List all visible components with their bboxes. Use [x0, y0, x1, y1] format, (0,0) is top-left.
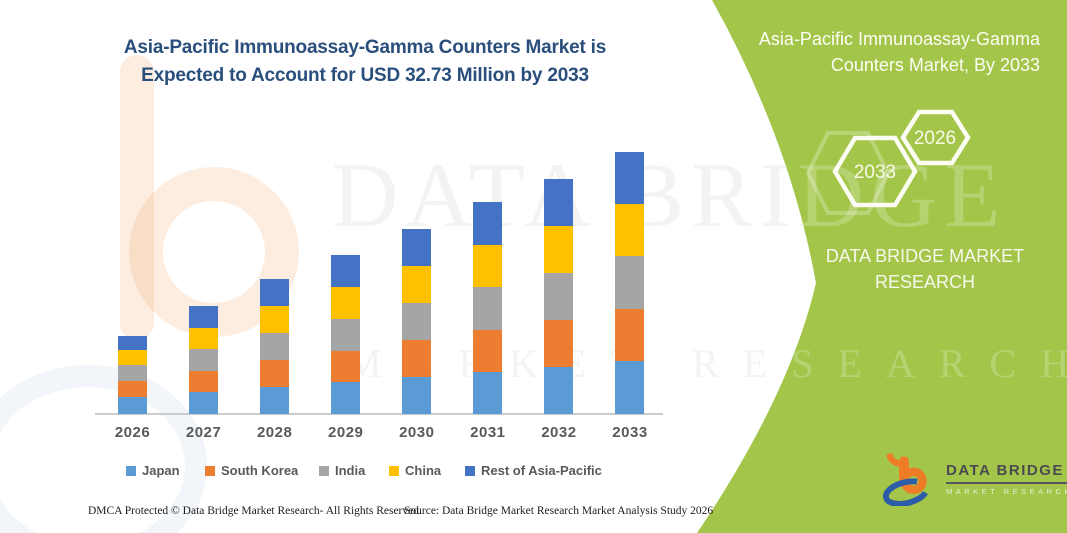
bar-segment-japan [473, 372, 503, 414]
legend-item-south-korea: South Korea [205, 463, 298, 478]
bar-segment-south-korea [473, 330, 503, 372]
logo-subtitle: MARKET RESEARCH [946, 487, 1067, 496]
x-axis-label-2033: 2033 [612, 424, 648, 441]
bar-segment-india [615, 256, 645, 309]
bar-segment-rest-of-asia-pacific [118, 336, 147, 350]
bar-segment-japan [544, 367, 574, 414]
x-axis-label-2032: 2032 [541, 424, 577, 441]
watermark-d-swoosh [0, 365, 207, 533]
hexagon-2033-badge [832, 135, 918, 208]
x-axis-label-2028: 2028 [256, 424, 293, 441]
legend-swatch-icon [389, 465, 399, 476]
bar-2027 [189, 306, 219, 414]
legend-swatch-icon [465, 465, 475, 476]
bar-segment-south-korea [331, 351, 361, 382]
green-panel-shape [697, 0, 1067, 533]
hexagon-watermark [805, 131, 891, 215]
x-axis-label-2031: 2031 [470, 424, 506, 441]
legend-label: China [405, 463, 442, 478]
bar-2028 [260, 279, 290, 414]
side-panel-title: Asia-Pacific Immunoassay-Gamma Counters … [758, 29, 1040, 75]
bar-segment-china [473, 245, 503, 287]
brand-name: DATA BRIDGE MARKET RESEARCH [825, 246, 1025, 292]
bar-segment-south-korea [544, 320, 574, 367]
hexagon-2033-label: 2033 [854, 162, 896, 183]
bar-segment-japan [118, 397, 147, 414]
bar-segment-japan [331, 382, 361, 414]
x-axis-label-2029: 2029 [328, 424, 364, 441]
bar-segment-south-korea [118, 381, 147, 397]
data-bridge-logo: DATA BRIDGE MARKET RESEARCH [880, 452, 1067, 506]
bar-segment-south-korea [189, 371, 219, 392]
bar-segment-japan [402, 377, 432, 414]
bar-segment-rest-of-asia-pacific [615, 152, 645, 204]
legend-item-china: China [389, 463, 441, 478]
data-bridge-logo-icon [882, 453, 930, 506]
bar-segment-rest-of-asia-pacific [402, 229, 432, 266]
bar-segment-india [118, 365, 147, 381]
bar-segment-south-korea [402, 340, 432, 377]
legend-item-india: India [319, 463, 365, 478]
bar-2032 [544, 179, 574, 414]
legend-swatch-icon [126, 465, 136, 476]
bar-segment-china [402, 266, 432, 303]
bar-segment-india [544, 273, 574, 320]
dmca-notice: DMCA Protected © Data Bridge Market Rese… [88, 505, 422, 517]
x-axis-label-2027: 2027 [185, 424, 222, 441]
bar-segment-china [331, 287, 361, 319]
bar-segment-rest-of-asia-pacific [331, 255, 361, 287]
bar-segment-japan [260, 387, 290, 414]
legend-swatch-icon [205, 465, 215, 476]
x-axis-label-2026: 2026 [114, 424, 151, 441]
bar-segment-china [260, 306, 290, 333]
legend-label: India [335, 463, 366, 478]
bar-segment-south-korea [615, 309, 645, 361]
bar-segment-india [189, 349, 219, 371]
bar-2029 [331, 255, 361, 414]
bar-segment-india [402, 303, 432, 340]
bar-2031 [473, 202, 503, 414]
watermark-b-stem [120, 55, 154, 340]
x-axis-label-2030: 2030 [399, 424, 435, 441]
bar-segment-rest-of-asia-pacific [260, 279, 290, 306]
bar-segment-rest-of-asia-pacific [544, 179, 574, 226]
bar-2033 [615, 152, 645, 414]
bar-segment-china [544, 226, 574, 273]
hexagon-2026-label: 2026 [914, 128, 956, 149]
bar-segment-china [118, 350, 147, 365]
bar-segment-india [260, 333, 290, 360]
legend-item-japan: Japan [126, 463, 180, 478]
bar-2026 [118, 336, 147, 414]
legend-item-rest-of-asia-pacific: Rest of Asia-Pacific [465, 463, 602, 478]
hexagon-2026-badge [900, 109, 971, 166]
bar-segment-china [189, 328, 219, 349]
bar-segment-rest-of-asia-pacific [189, 306, 219, 328]
legend-label: Rest of Asia-Pacific [481, 463, 602, 478]
source-note: Source: Data Bridge Market Research Mark… [404, 505, 714, 517]
bar-segment-china [615, 204, 645, 256]
legend-swatch-icon [319, 465, 329, 476]
logo-name: DATA BRIDGE [946, 462, 1067, 484]
bar-segment-rest-of-asia-pacific [473, 202, 503, 245]
bar-segment-india [331, 319, 361, 351]
bar-2030 [402, 229, 432, 414]
bar-segment-india [473, 287, 503, 330]
x-axis-line [95, 413, 663, 415]
chart-title: Asia-Pacific Immunoassay-Gamma Counters … [123, 37, 607, 86]
bar-segment-japan [615, 361, 645, 414]
legend-label: Japan [142, 463, 180, 478]
bar-segment-japan [189, 392, 219, 414]
legend-label: South Korea [221, 463, 299, 478]
bar-segment-south-korea [260, 360, 290, 387]
